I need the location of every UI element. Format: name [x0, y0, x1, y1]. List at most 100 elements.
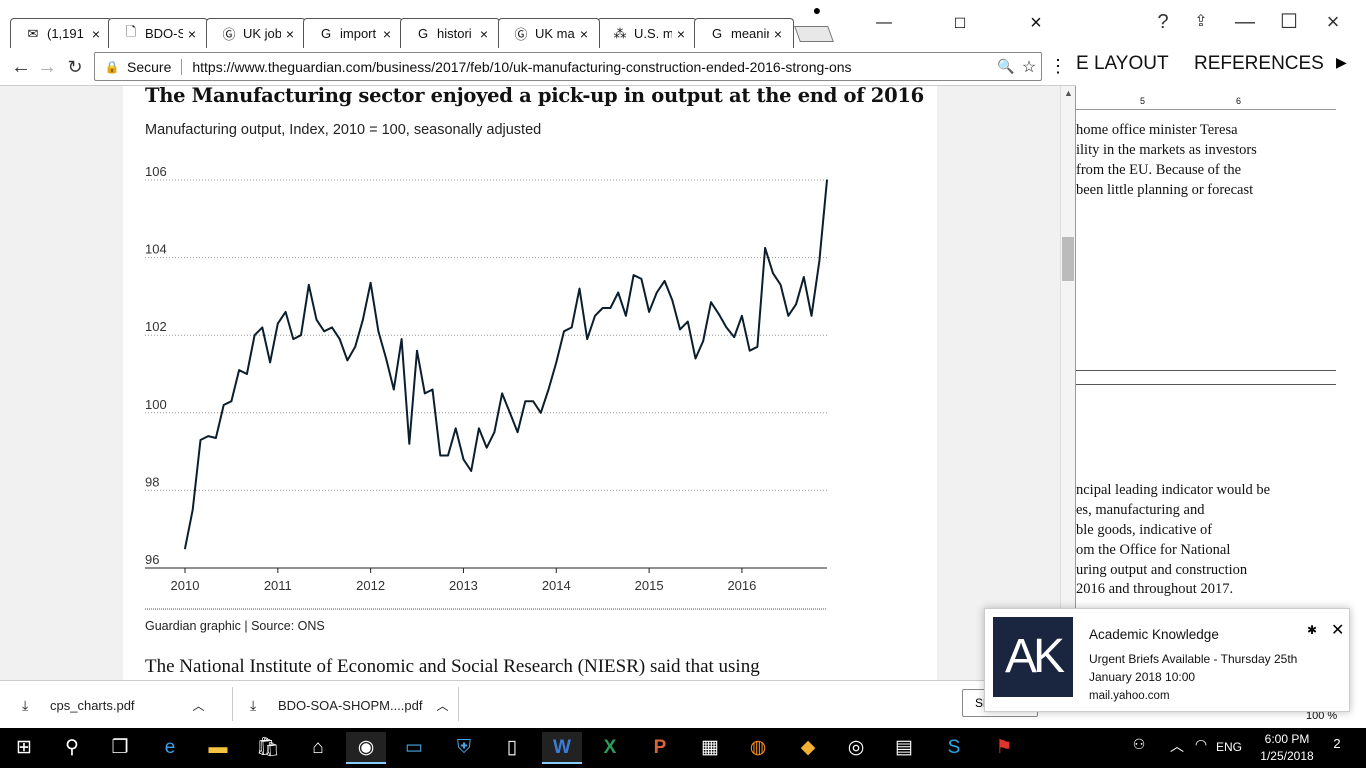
shield-icon[interactable]: ⛨ [456, 737, 472, 758]
acrobat-icon[interactable]: ⚑ [995, 737, 1013, 758]
tab-uk-manufacturing[interactable]: Ⓖ UK ma × [498, 18, 600, 48]
tab-us-manufacturing[interactable]: ⁂ U.S. m × [597, 18, 697, 48]
data-point [563, 330, 565, 333]
package-icon[interactable]: ◆ [800, 737, 816, 758]
data-point [439, 454, 442, 457]
eye-icon[interactable]: ◎ [847, 737, 865, 758]
article-body: The Manufacturing sector enjoyed a pick-… [123, 86, 937, 680]
gear-icon[interactable]: ✱ [1307, 623, 1318, 637]
scrollbar[interactable]: ▲ [1060, 86, 1075, 680]
word-icon[interactable]: W [542, 732, 582, 764]
close-icon[interactable]: × [579, 25, 589, 42]
data-point [609, 307, 612, 309]
notification-toast[interactable]: AK Academic Knowledge Urgent Briefs Avai… [984, 608, 1350, 712]
maximize-button[interactable]: ☐ [1280, 11, 1298, 33]
data-point [671, 299, 674, 302]
edge-icon[interactable]: e [164, 737, 176, 758]
url-text[interactable]: https://www.theguardian.com/business/201… [192, 58, 852, 75]
address-bar[interactable]: 🔒 Secure https://www.theguardian.com/bus… [94, 52, 1042, 81]
powerpoint-icon[interactable]: P [653, 737, 667, 758]
bookmark-star-icon[interactable]: ☆ [1021, 58, 1037, 76]
chart: 96 98 100 102 104 106 2010 2011 2012 2013 2014 2015… [145, 164, 828, 610]
notepad-icon[interactable]: ▯ [506, 737, 518, 758]
chevron-up-icon[interactable]: ︿ [192, 698, 205, 713]
close-icon[interactable]: × [773, 25, 783, 42]
skype-icon[interactable]: S [947, 737, 961, 758]
data-point [733, 336, 735, 338]
home-icon[interactable]: ⌂ [312, 737, 324, 758]
language-indicator[interactable]: ENG [1216, 740, 1243, 754]
firefox-icon[interactable]: ◍ [749, 737, 767, 758]
zoom-icon[interactable]: 🔍 [997, 58, 1015, 74]
scroll-up-icon[interactable]: ▲ [1064, 88, 1073, 98]
ribbon-options-icon[interactable]: ⇪ [1194, 13, 1208, 30]
pdf-icon: ⤓ [22, 696, 29, 713]
data-point [625, 315, 627, 317]
close-icon[interactable]: × [285, 25, 295, 42]
close-icon[interactable]: × [187, 25, 197, 42]
control-panel-icon[interactable]: ▤ [895, 737, 913, 758]
forward-button[interactable]: → [37, 56, 57, 78]
chevron-right-icon[interactable]: ▶ [1336, 54, 1347, 70]
people-icon[interactable]: ⚇ [1132, 736, 1146, 752]
tab-historic[interactable]: G histori × [400, 18, 500, 48]
x-tick-label: 2013 [449, 578, 478, 593]
reload-button[interactable]: ↻ [67, 57, 83, 77]
excel-icon[interactable]: X [603, 737, 617, 758]
zoom-level[interactable]: 100 % [1306, 710, 1338, 722]
calculator-icon[interactable]: ▦ [701, 737, 719, 758]
wifi-icon[interactable]: ◠ [1194, 736, 1208, 752]
remote-desktop-icon[interactable]: ▭ [405, 737, 423, 758]
minimize-button[interactable]: — [876, 14, 892, 31]
data-point [764, 247, 766, 249]
help-icon[interactable]: ? [1157, 11, 1169, 33]
store-icon[interactable]: 🛍 [255, 737, 281, 758]
data-point [199, 439, 202, 441]
data-point [261, 326, 264, 329]
menu-icon[interactable]: ⋮ [1049, 56, 1067, 76]
close-icon[interactable]: × [676, 25, 686, 42]
close-window-button[interactable]: × [1030, 12, 1042, 34]
data-point [640, 278, 643, 280]
tab-uk-jobs[interactable]: Ⓖ UK job × [206, 18, 306, 48]
chevron-up-icon[interactable]: ︿ [436, 698, 449, 713]
close-window-button[interactable]: × [1326, 9, 1340, 34]
tab-label: import [340, 26, 377, 41]
new-tab-button[interactable] [794, 26, 834, 42]
page-break-line [1076, 370, 1336, 371]
profile-icon[interactable]: ● [812, 2, 822, 18]
task-view-icon[interactable]: ❐ [111, 737, 129, 758]
chrome-icon[interactable]: ◉ [346, 732, 386, 764]
close-icon[interactable]: ✕ [1331, 622, 1345, 639]
tab-bdo[interactable]: 🗋 BDO-S × [108, 18, 208, 48]
clock[interactable]: 6:00 PM 1/25/2018 [1254, 731, 1320, 765]
close-icon[interactable]: × [91, 25, 101, 42]
start-icon[interactable]: ⊞ [16, 737, 32, 758]
close-icon[interactable]: × [382, 25, 392, 42]
tab-import[interactable]: G import × [303, 18, 403, 48]
close-icon[interactable]: × [479, 25, 489, 42]
scrollbar-thumb[interactable] [1062, 237, 1074, 281]
y-tick-label: 104 [145, 242, 167, 257]
minimize-button[interactable]: — [1235, 11, 1255, 33]
ruler: 5 6 [1076, 96, 1336, 110]
action-center-icon[interactable]: 2 [1322, 732, 1352, 753]
search-icon[interactable]: ⚲ [65, 737, 79, 758]
tab-mail[interactable]: ✉ (1,191 × [10, 18, 112, 48]
file-explorer-icon[interactable]: ▬ [208, 737, 228, 758]
maximize-button[interactable]: ☐ [953, 15, 967, 31]
chevron-up-icon[interactable]: ︿ [1170, 738, 1184, 754]
page-break-line [1076, 384, 1336, 385]
data-point [725, 326, 728, 329]
tab-references[interactable]: REFERENCES [1194, 53, 1324, 74]
data-point [578, 287, 581, 290]
tab-page-layout[interactable]: E LAYOUT [1076, 53, 1169, 74]
download-item[interactable]: ⤓ BDO-SOA-SHOPM....pdf ︿ [250, 689, 450, 721]
y-tick-label: 102 [145, 319, 167, 334]
data-point [377, 330, 380, 333]
tab-meaning[interactable]: G meanir × [694, 18, 794, 48]
tab-label: histori [437, 26, 472, 41]
guardian-icon: Ⓖ [222, 27, 236, 42]
back-button[interactable]: ← [11, 56, 31, 78]
download-item[interactable]: ⤓ cps_charts.pdf ︿ [22, 689, 222, 721]
